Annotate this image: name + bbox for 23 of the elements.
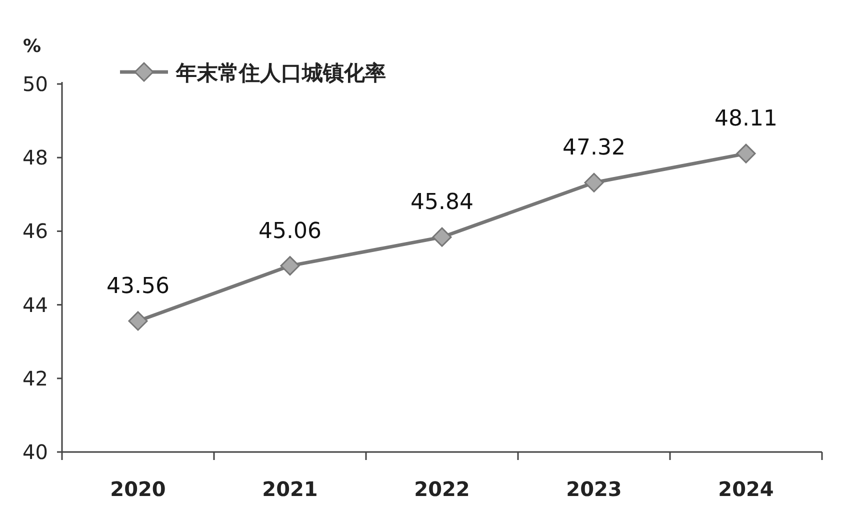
x-tick-label: 2024 — [718, 477, 774, 501]
data-label: 45.84 — [410, 190, 474, 216]
data-label: 43.56 — [106, 274, 170, 299]
point — [584, 172, 604, 192]
y-tick-label: 48 — [22, 146, 48, 170]
y-tick-label: 44 — [22, 292, 48, 317]
x-tick-label: 2023 — [566, 477, 622, 501]
y-tick-label: 40 — [22, 440, 48, 464]
point — [432, 227, 452, 247]
y-axis-title: % — [22, 36, 42, 57]
y-tick-label: 42 — [22, 366, 48, 390]
point — [280, 256, 300, 276]
data-label: 45.06 — [258, 218, 322, 244]
x-tick-label: 2020 — [110, 477, 166, 501]
point — [736, 144, 756, 164]
x-tick-label: 2022 — [414, 477, 470, 501]
y-tick-label: 46 — [22, 219, 48, 244]
data-label: 48.11 — [714, 106, 778, 132]
y-tick-label: 50 — [22, 72, 48, 96]
data-label: 47.32 — [562, 136, 626, 161]
point — [128, 311, 148, 331]
x-tick-label: 2021 — [262, 477, 318, 501]
legend-label: 年末常住人口城镇化率 — [175, 61, 386, 85]
